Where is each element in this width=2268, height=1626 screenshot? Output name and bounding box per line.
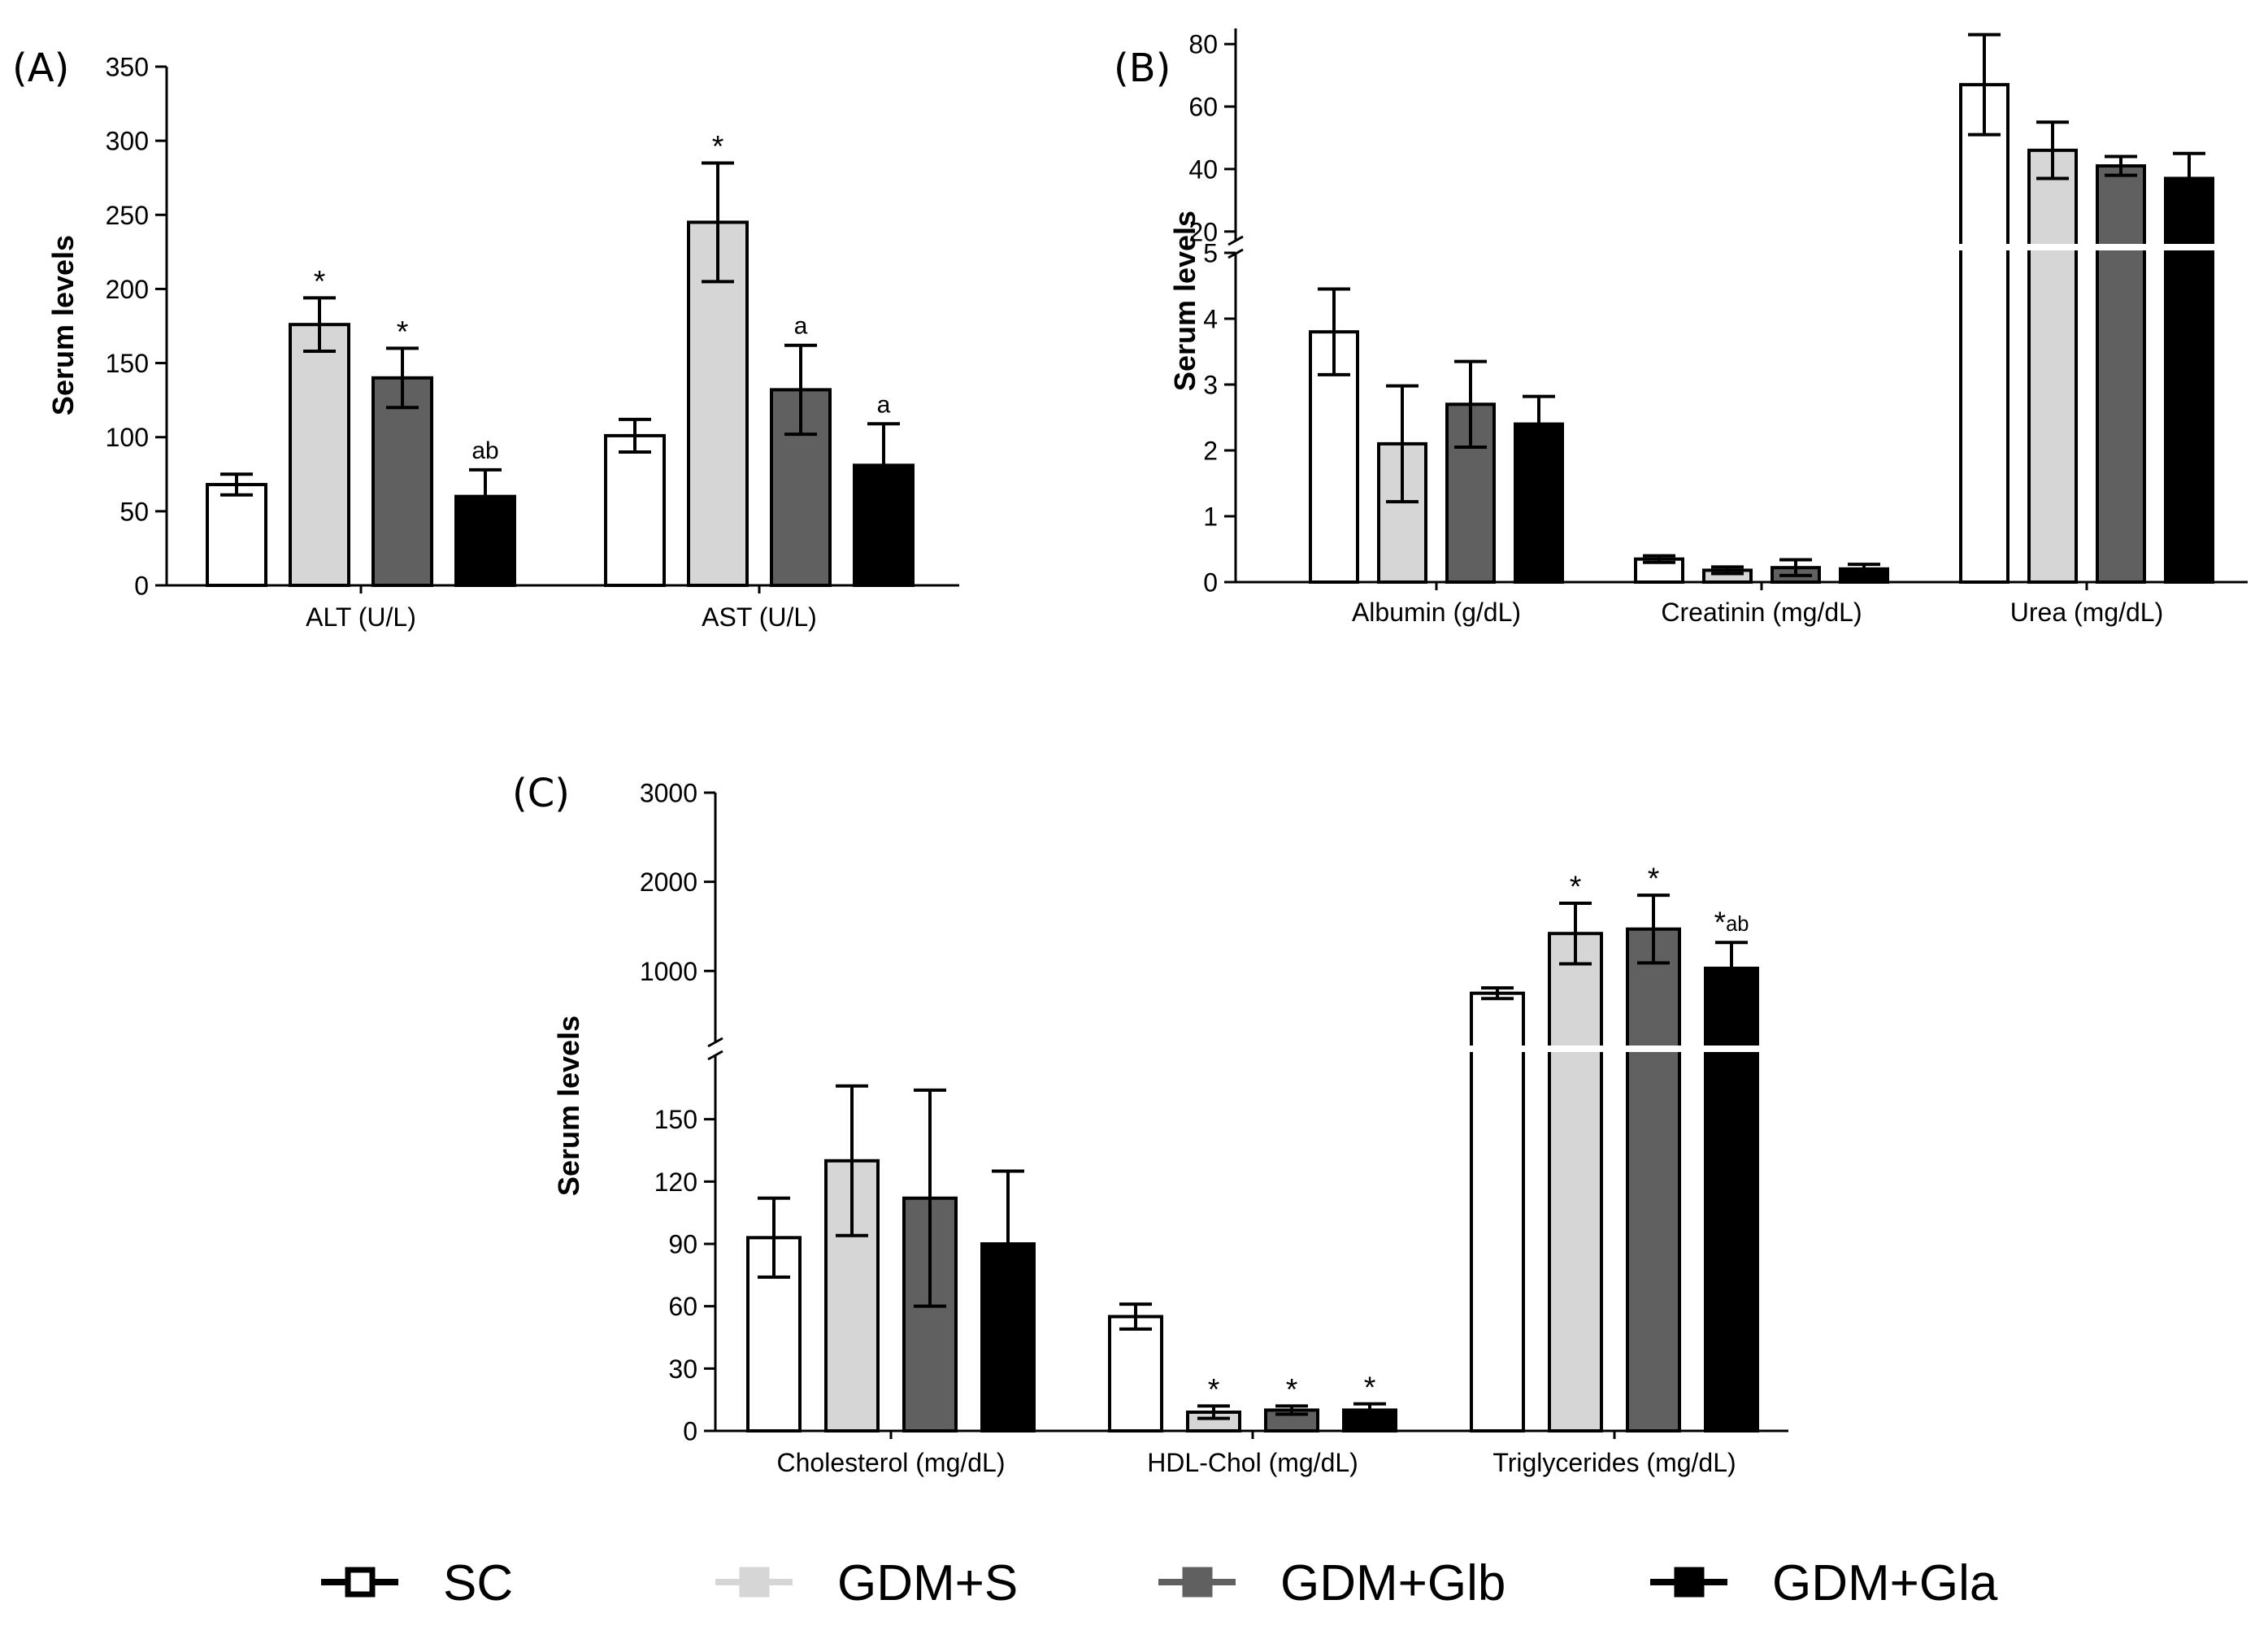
y-tick-label-120: 120 — [654, 1167, 697, 1197]
significance-label: * — [397, 314, 409, 348]
y-tick-label-50: 50 — [119, 497, 149, 526]
x-category-label-triglycerides-mg-dl: Triglycerides (mg/dL) — [1492, 1448, 1736, 1477]
bar-break-gap — [1469, 1046, 1526, 1052]
significance-label: ab — [471, 437, 498, 464]
bar-sc-ast-u-l — [604, 433, 666, 587]
y-tick-label-1: 1 — [1203, 502, 1218, 532]
bar-gdm-glb-triglycerides-mg-dl — [1626, 927, 1681, 1433]
bar-gdm-gla-cholesterol-mg-dl — [980, 1242, 1036, 1433]
bar-break-gap — [1547, 1046, 1604, 1052]
y-tick-label-1000: 1000 — [640, 957, 697, 986]
significance-label: * — [314, 263, 326, 298]
bar-break-gap — [1958, 244, 2010, 250]
panel-c: (C) 0 30 60 90 120 150 1000 2000 3000 Serum levels… — [512, 771, 1788, 1477]
bar-sc-hdl-chol-mg-dl — [1108, 1315, 1163, 1433]
legend-marker — [1182, 1567, 1213, 1598]
significance-label: a — [794, 313, 808, 340]
significance-star: * — [1714, 905, 1727, 939]
bar-gdm-gla-urea-mg-dl — [2164, 176, 2214, 584]
x-category-label-cholesterol-mg-dl: Cholesterol (mg/dL) — [777, 1448, 1006, 1477]
legend-item-sc: SC — [321, 1555, 513, 1611]
y-tick-label-300: 300 — [106, 127, 149, 156]
bar-gdm-s-triglycerides-mg-dl — [1548, 932, 1603, 1433]
legend-label: GDM+Glb — [1280, 1555, 1505, 1611]
significance-label: * — [1648, 861, 1660, 895]
legend-marker — [1674, 1567, 1705, 1598]
y-tick-label-350: 350 — [106, 53, 149, 82]
bar-sc-alt-u-l — [206, 483, 267, 587]
y-tick-label-4: 4 — [1203, 305, 1218, 334]
y-tick-label-20: 20 — [1188, 217, 1218, 246]
y-tick-label-5: 5 — [1203, 239, 1218, 268]
bar-break-gap — [2095, 244, 2147, 250]
significance-label: * — [1286, 1372, 1298, 1406]
significance-label: * — [712, 128, 724, 163]
y-tick-label-0: 0 — [683, 1417, 697, 1446]
significance-label: * — [1364, 1370, 1376, 1404]
legend-label: GDM+S — [837, 1555, 1018, 1611]
significance-letters: ab — [1726, 913, 1749, 936]
axis-break-mark — [1227, 235, 1244, 246]
x-category-label-urea-mg-dl: Urea (mg/dL) — [2010, 598, 2164, 627]
axis-break-mark — [707, 1037, 723, 1048]
y-tick-label-60: 60 — [668, 1292, 697, 1321]
panel-a: (A) 0 50 100 150 200 250 300 350 Serum levels ALT … — [12, 46, 959, 632]
legend-item-gdm-gla: GDM+Gla — [1650, 1555, 1998, 1611]
x-category-label-albumin-g-dl: Albumin (g/dL) — [1352, 598, 1521, 627]
legend: SC GDM+S GDM+Glb GDM+Gla — [321, 1555, 1998, 1611]
bar-break-gap — [1625, 1046, 1682, 1052]
panel-b: (B) 0 1 2 3 4 520 40 60 80 Serum levels Albumin (g/… — [1114, 28, 2248, 627]
bar-sc-urea-mg-dl — [1959, 83, 2009, 584]
y-tick-label-250: 250 — [106, 201, 149, 230]
legend-label: GDM+Gla — [1772, 1555, 1998, 1611]
x-category-label-creatinin-mg-dl: Creatinin (mg/dL) — [1661, 598, 1862, 627]
y-tick-label-90: 90 — [668, 1230, 697, 1259]
legend-item-gdm-s: GDM+S — [715, 1555, 1018, 1611]
y-tick-label-150: 150 — [106, 349, 149, 378]
panel-label: (C) — [512, 771, 570, 816]
y-tick-label-0: 0 — [134, 572, 149, 601]
bar-gdm-glb-alt-u-l — [371, 376, 433, 587]
y-axis-label: Serum levels — [1168, 211, 1201, 391]
bar-gdm-gla-triglycerides-mg-dl — [1704, 966, 1759, 1433]
y-tick-label-150: 150 — [654, 1105, 697, 1134]
significance-label: *ab — [1714, 905, 1749, 939]
panel-label: (B) — [1114, 46, 1171, 91]
bar-gdm-glb-urea-mg-dl — [2096, 164, 2146, 584]
y-tick-label-2: 2 — [1203, 437, 1218, 466]
legend-marker — [739, 1567, 770, 1598]
x-category-label-hdl-chol-mg-dl: HDL-Chol (mg/dL) — [1147, 1448, 1358, 1477]
legend-item-gdm-glb: GDM+Glb — [1158, 1555, 1505, 1611]
y-tick-label-40: 40 — [1188, 154, 1218, 184]
bar-gdm-s-alt-u-l — [289, 323, 350, 587]
y-tick-label-30: 30 — [668, 1354, 697, 1384]
y-tick-label-0: 0 — [1203, 568, 1218, 598]
y-tick-label-3: 3 — [1203, 371, 1218, 400]
y-tick-label-200: 200 — [106, 275, 149, 304]
significance-label: * — [1570, 869, 1582, 903]
y-tick-label-100: 100 — [106, 423, 149, 452]
y-tick-label-80: 80 — [1188, 30, 1218, 59]
x-category-label-ast-u-l: AST (U/L) — [702, 602, 817, 632]
significance-label: * — [1208, 1372, 1220, 1406]
bar-sc-triglycerides-mg-dl — [1470, 991, 1525, 1433]
panel-label: (A) — [12, 46, 69, 91]
x-category-label-alt-u-l: ALT (U/L) — [306, 602, 416, 632]
significance-label: a — [877, 391, 891, 418]
y-axis-label: Serum levels — [46, 235, 80, 415]
y-tick-label-2000: 2000 — [640, 867, 697, 897]
bar-break-gap — [2027, 244, 2079, 250]
bar-gdm-s-urea-mg-dl — [2027, 148, 2078, 585]
bar-break-gap — [1703, 1046, 1760, 1052]
legend-marker — [345, 1567, 376, 1598]
bar-break-gap — [2163, 244, 2215, 250]
y-axis-label: Serum levels — [552, 1015, 585, 1196]
y-tick-label-3000: 3000 — [640, 779, 697, 808]
y-tick-label-60: 60 — [1188, 93, 1218, 122]
axis-break-mark — [707, 1050, 723, 1061]
legend-label: SC — [443, 1555, 513, 1611]
